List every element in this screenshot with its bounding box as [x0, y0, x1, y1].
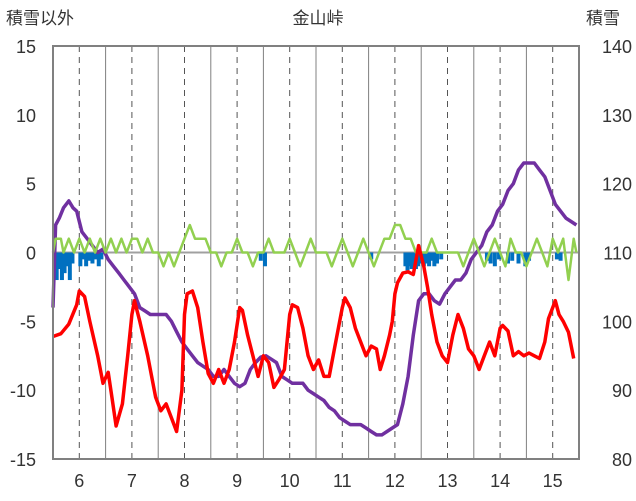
precipitation-bars — [52, 252, 563, 281]
x-tick-label: 9 — [232, 471, 242, 491]
precipitation-bar — [59, 252, 64, 281]
precipitation-bar — [432, 252, 437, 267]
precipitation-bar — [62, 252, 67, 274]
y-right-tick-label: 120 — [602, 175, 632, 195]
y-right-tick-label: 90 — [612, 381, 632, 401]
precipitation-bar — [434, 252, 439, 264]
x-tick-labels: 6 7 8 9 10 11 12 13 14 15 — [74, 471, 562, 491]
y-right-tick-label: 110 — [603, 244, 632, 264]
y-right-axis-label: 積雪 — [586, 9, 620, 29]
precipitation-bar — [497, 252, 502, 260]
y-right-tick-label: 80 — [612, 450, 632, 470]
y-left-tick-label: -10 — [10, 381, 36, 401]
plot-frame — [52, 45, 580, 460]
precipitation-bar — [258, 252, 263, 261]
chart-title: 金山峠 — [293, 9, 344, 29]
snow-depth-line — [51, 161, 578, 437]
precipitation-bar — [90, 252, 95, 264]
precipitation-bar — [558, 252, 563, 261]
y-right-tick-label: 140 — [602, 37, 632, 57]
x-tick-label: 8 — [179, 471, 189, 491]
x-tick-label: 11 — [333, 471, 352, 491]
y-right-tick-labels: 140 130 120 110 100 90 80 — [602, 37, 632, 470]
precipitation-bar — [78, 252, 83, 267]
x-tick-label: 12 — [385, 471, 405, 491]
precipitation-bar — [416, 252, 421, 267]
precipitation-bar — [429, 252, 434, 261]
precipitation-bar — [93, 252, 98, 260]
y-left-tick-labels: 15 10 5 0 -5 -10 -15 — [10, 37, 36, 470]
precipitation-bar — [96, 252, 101, 267]
precipitation-bar — [409, 252, 414, 270]
x-tick-label: 7 — [127, 471, 137, 491]
x-tick-label: 13 — [437, 471, 457, 491]
y-right-tick-label: 100 — [602, 312, 632, 332]
y-left-tick-label: -5 — [20, 312, 36, 332]
precipitation-bar — [492, 252, 497, 267]
precipitation-bar — [488, 252, 493, 264]
precipitation-bar — [523, 252, 528, 267]
precipitation-bar — [70, 252, 75, 264]
precipitation-bar — [554, 252, 559, 260]
precipitation-bar — [65, 252, 70, 267]
x-tick-label: 14 — [490, 471, 510, 491]
precipitation-bar — [57, 252, 62, 270]
y-left-tick-label: 10 — [16, 106, 36, 126]
precipitation-bar — [411, 252, 416, 267]
precipitation-bar — [424, 252, 429, 264]
precipitation-bar — [427, 252, 432, 267]
precipitation-bar — [407, 252, 412, 267]
y-left-tick-label: 5 — [26, 175, 36, 195]
precipitation-bar — [99, 252, 104, 260]
y-left-tick-label: 0 — [26, 244, 36, 264]
precipitation-bar — [516, 252, 521, 264]
y-left-axis-label: 積雪以外 — [6, 9, 74, 29]
precipitation-bar — [510, 252, 515, 261]
x-tick-label: 15 — [543, 471, 563, 491]
precipitation-bar — [54, 252, 59, 281]
x-tick-label: 10 — [280, 471, 300, 491]
precipitation-bar — [86, 252, 91, 261]
precipitation-bar — [262, 252, 267, 267]
precipitation-bar — [403, 252, 408, 267]
temperature-line — [52, 243, 576, 434]
series-lines — [51, 161, 578, 437]
precipitation-bar — [439, 252, 444, 260]
y-left-tick-label: 15 — [16, 37, 36, 57]
precipitation-bar — [81, 252, 86, 260]
precipitation-bar — [84, 252, 89, 267]
x-tick-label: 6 — [74, 471, 84, 491]
precipitation-bar — [405, 252, 410, 271]
y-left-tick-label: -15 — [10, 450, 36, 470]
green-series-line — [51, 223, 578, 282]
y-right-tick-label: 130 — [602, 106, 632, 126]
precipitation-bar — [67, 252, 72, 281]
